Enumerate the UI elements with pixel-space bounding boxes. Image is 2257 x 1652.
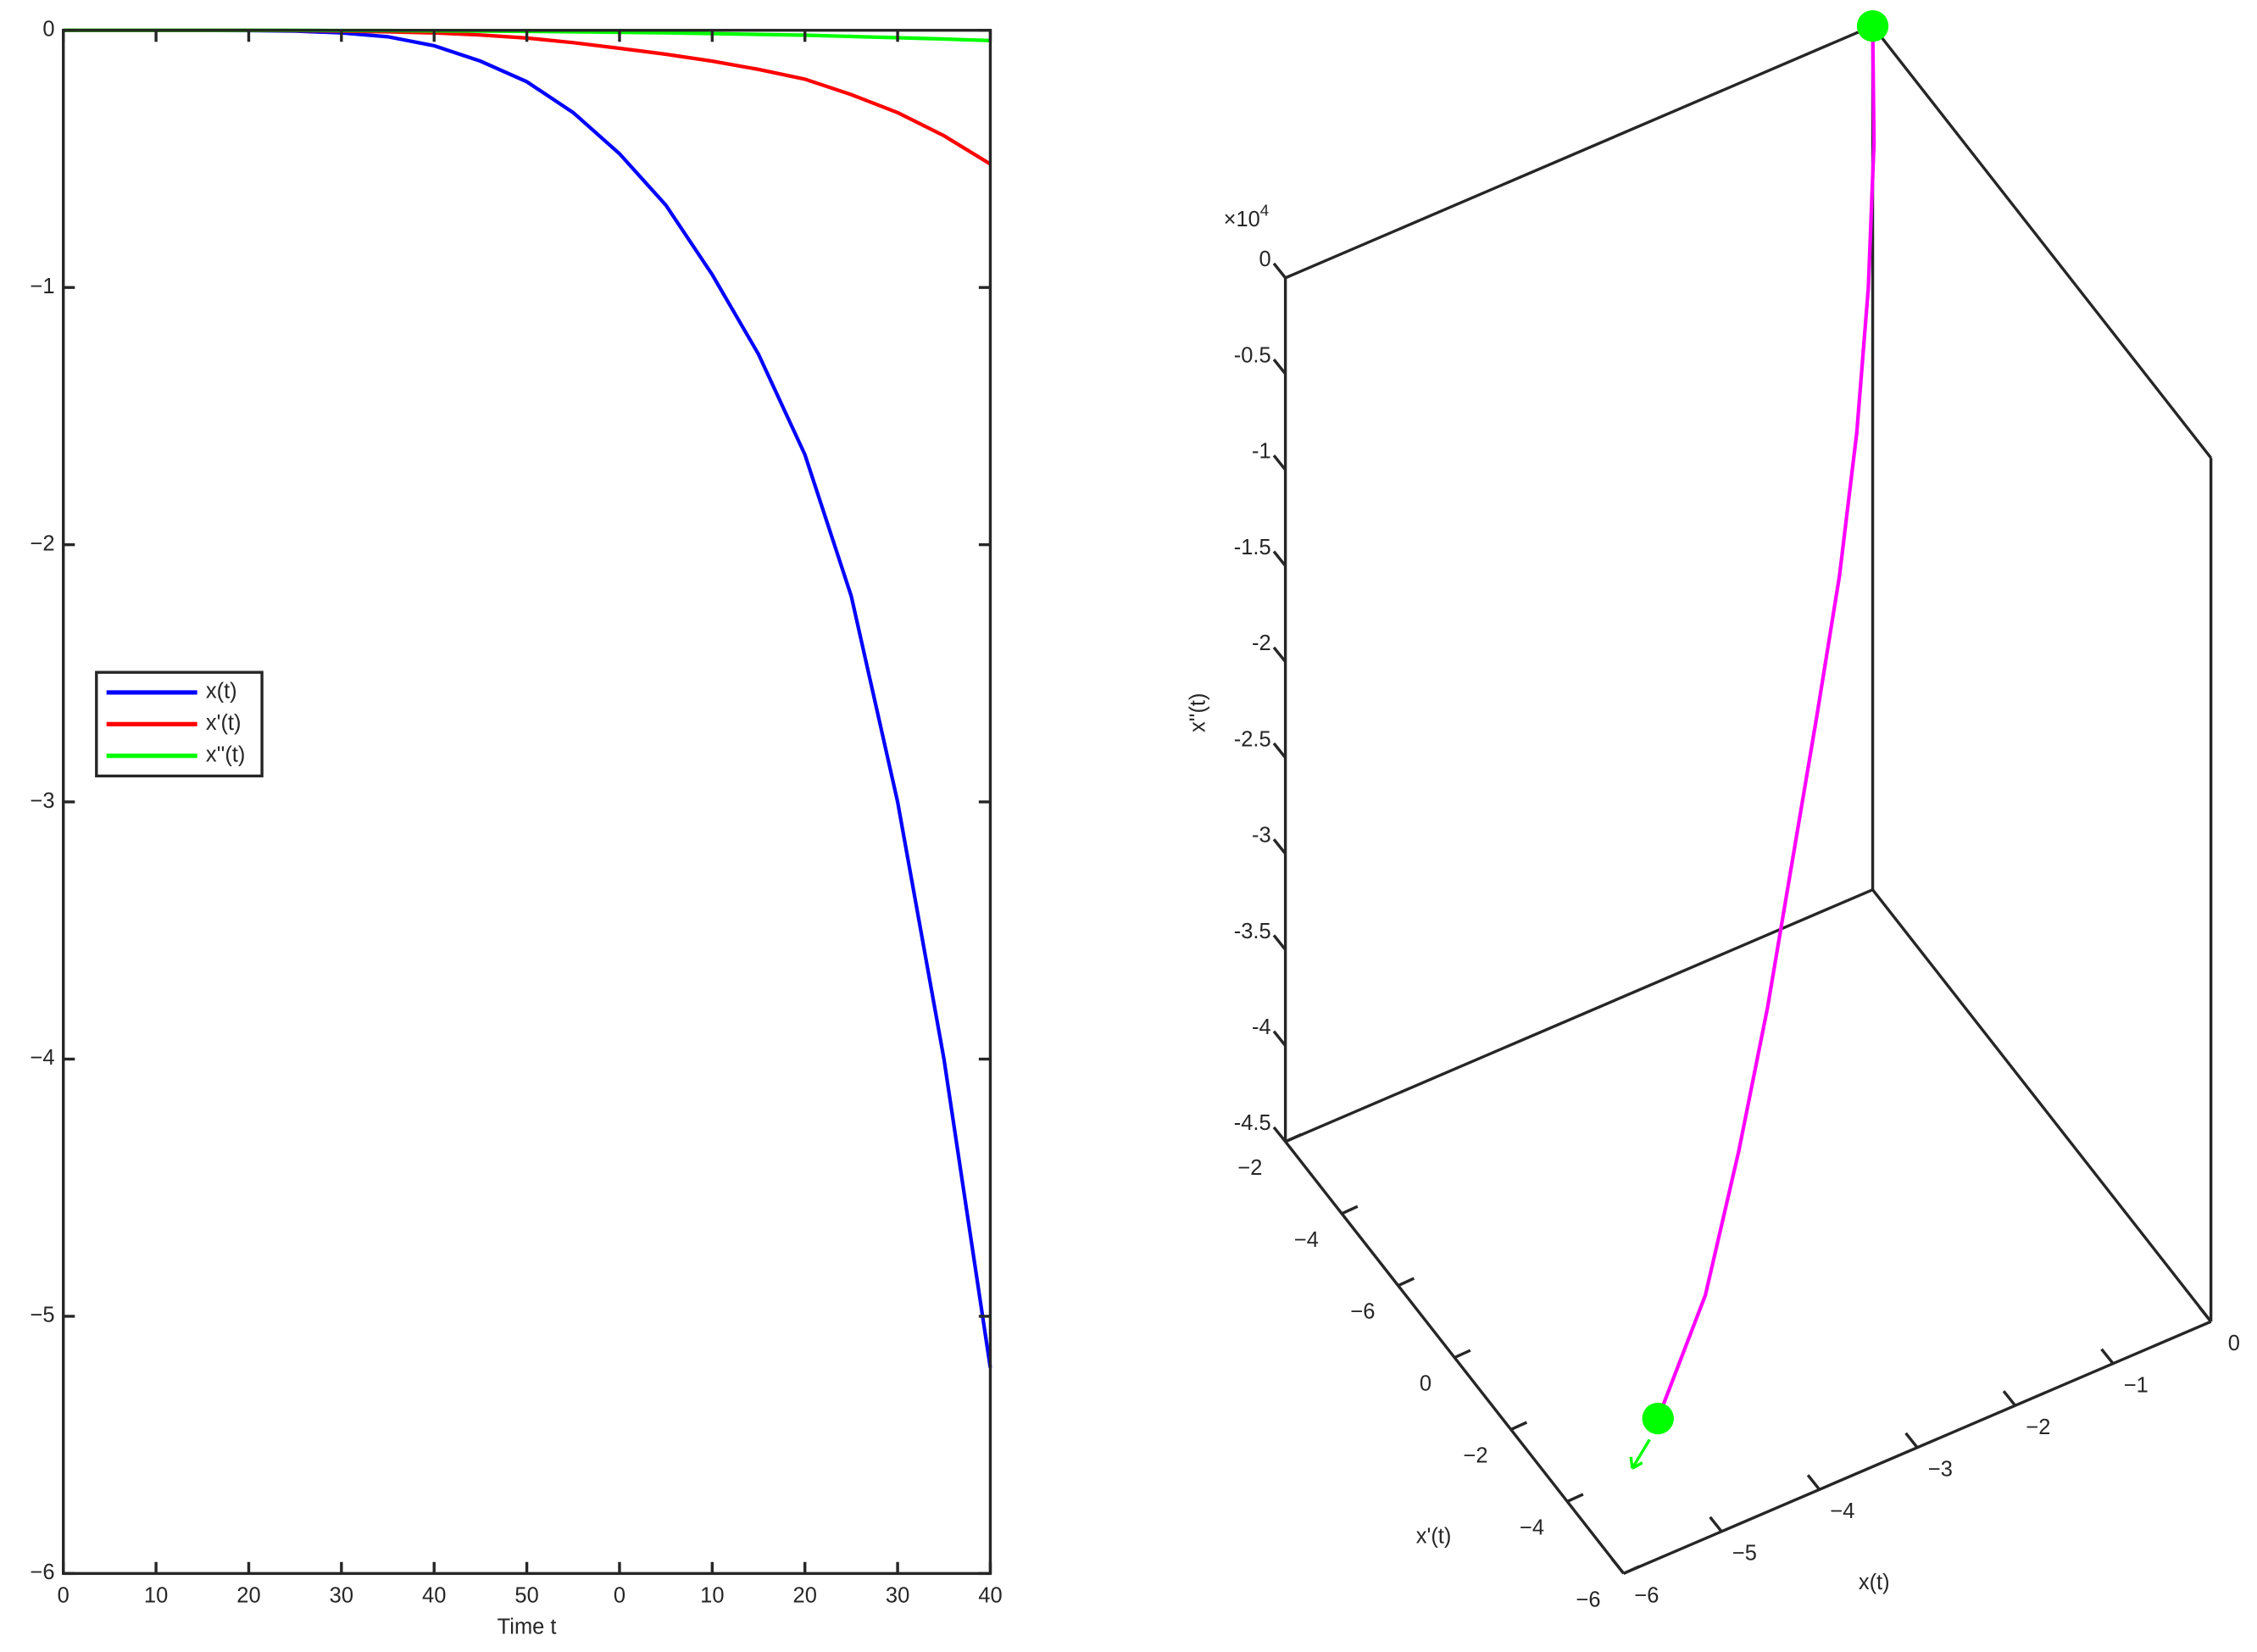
box-edge	[1871, 888, 2212, 1323]
x-tick-label: 20	[236, 1583, 260, 1607]
z-tick	[1272, 359, 1287, 375]
x-tick	[1709, 1516, 1723, 1532]
x-tick-label: 30	[886, 1583, 909, 1607]
z-tick-label: -2.5	[1234, 727, 1271, 751]
legend-label: x''(t)	[206, 743, 245, 766]
x-tick-label: 10	[144, 1583, 168, 1607]
y-tick-label: −6	[1350, 1300, 1375, 1324]
z-tick	[1272, 550, 1287, 567]
direction-arrow	[1629, 1438, 1651, 1470]
x-tick-label: −2	[2026, 1416, 2050, 1439]
x-tick-label: 40	[422, 1583, 446, 1607]
y-tick	[1397, 1277, 1415, 1288]
y-tick-label: −2	[1237, 1156, 1262, 1180]
z-tick	[1272, 1126, 1287, 1143]
z-tick-label: -4	[1252, 1015, 1271, 1039]
y-tick-label: 0	[1420, 1372, 1431, 1396]
x-axis-label: Time t	[498, 1616, 557, 1639]
z-tick-label: -2	[1252, 631, 1271, 655]
y-tick	[1341, 1204, 1359, 1215]
x-tick-label: 40	[978, 1583, 1002, 1607]
z-tick	[1272, 646, 1287, 663]
y-tick-label: −4	[1294, 1228, 1319, 1252]
y-tick-label: −2	[30, 531, 54, 555]
box-edge	[1284, 888, 1874, 1143]
legend-label: x(t)	[206, 680, 237, 704]
x-tick-label: 20	[793, 1583, 817, 1607]
x-tick	[2100, 1348, 2115, 1365]
x-tick	[2198, 1306, 2212, 1323]
z-tick-label: -1.5	[1234, 536, 1271, 559]
z-tick	[1272, 1030, 1287, 1047]
x-tick	[1806, 1474, 1821, 1491]
y-tick-label: 0	[42, 17, 54, 41]
z-axis-label: x''(t)	[1186, 693, 1209, 732]
z-tick-label: 0	[1259, 248, 1270, 271]
y-tick-label: −6	[1576, 1588, 1601, 1611]
y-tick-label: −4	[1520, 1516, 1544, 1539]
x-tick	[1610, 1558, 1626, 1575]
x-tick-label: 50	[514, 1583, 538, 1607]
z-scale-base: ×10	[1224, 208, 1260, 231]
trajectory-marker	[1856, 9, 1889, 42]
x-tick-label: 0	[614, 1583, 625, 1607]
x-tick-label: 0	[58, 1583, 69, 1607]
x-tick	[1904, 1432, 1919, 1449]
y-tick	[1284, 1132, 1303, 1143]
z-tick	[1272, 742, 1287, 759]
x-tick-label: −4	[1830, 1499, 1854, 1523]
x-axis-label: x(t)	[1859, 1571, 1890, 1594]
y-tick	[1509, 1421, 1528, 1432]
z-tick	[1272, 838, 1287, 855]
trajectory	[1656, 25, 1876, 1420]
y-tick	[1566, 1493, 1584, 1503]
x-tick	[2002, 1390, 2017, 1407]
y-axis-label: x'(t)	[1416, 1525, 1452, 1549]
x-tick-label: −5	[1732, 1542, 1757, 1566]
x-tick-label: 30	[330, 1583, 353, 1607]
box-edge	[1284, 25, 1874, 280]
box-edge	[1871, 25, 2212, 459]
x-tick-label: −6	[1634, 1583, 1659, 1607]
y-tick-label: −3	[30, 789, 54, 813]
y-tick-label: −6	[30, 1560, 54, 1584]
x-tick-label: 0	[2228, 1332, 2240, 1355]
y-tick	[1623, 1565, 1641, 1575]
z-tick-label: -3.5	[1234, 920, 1271, 943]
x-tick-label: −1	[2124, 1374, 2149, 1398]
x-tick-label: 10	[700, 1583, 724, 1607]
z-tick	[1272, 262, 1287, 279]
box-edge	[1284, 1140, 1626, 1575]
z-tick-label: -3	[1252, 824, 1271, 848]
z-tick-label: -1	[1252, 440, 1271, 464]
trajectory-marker	[1642, 1402, 1674, 1435]
y-tick	[1454, 1349, 1471, 1360]
z-tick-label: -4.5	[1234, 1111, 1271, 1135]
z-scale-exponent: 4	[1260, 202, 1269, 220]
y-tick-label: −4	[30, 1046, 54, 1070]
plot-frame	[62, 29, 992, 1576]
data-line	[63, 28, 992, 166]
legend-label: x'(t)	[206, 711, 242, 735]
y-tick-label: −2	[1463, 1444, 1487, 1468]
x-tick-label: −3	[1928, 1458, 1953, 1482]
y-tick-label: −5	[30, 1304, 54, 1327]
z-tick	[1272, 454, 1287, 471]
z-tick	[1272, 934, 1287, 951]
z-tick-label: -0.5	[1234, 343, 1271, 367]
y-tick-label: −1	[30, 275, 54, 298]
z-scale-label: ×104	[1224, 202, 1270, 231]
